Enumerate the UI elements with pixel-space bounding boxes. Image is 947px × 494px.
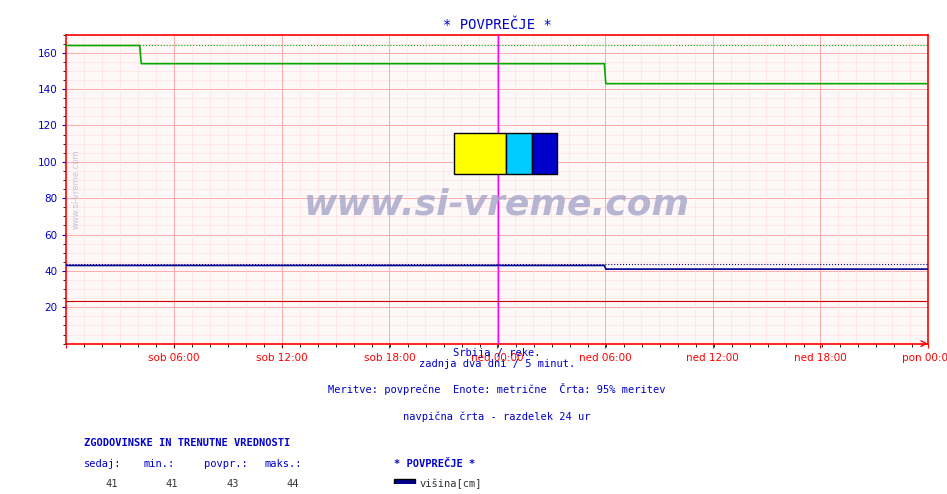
Text: Srbija / reke.
zadnja dva dni / 5 minut.: Srbija / reke. zadnja dva dni / 5 minut. <box>420 348 575 370</box>
Text: www.si-vreme.com: www.si-vreme.com <box>72 149 81 229</box>
Text: povpr.:: povpr.: <box>205 459 248 469</box>
FancyBboxPatch shape <box>455 133 506 174</box>
Text: 41: 41 <box>166 479 178 489</box>
Text: višina[cm]: višina[cm] <box>420 479 482 489</box>
FancyBboxPatch shape <box>531 133 558 174</box>
FancyBboxPatch shape <box>394 479 416 494</box>
Text: 43: 43 <box>226 479 239 489</box>
Text: 41: 41 <box>105 479 118 489</box>
FancyBboxPatch shape <box>506 133 531 174</box>
Text: min.:: min.: <box>144 459 175 469</box>
Text: maks.:: maks.: <box>264 459 302 469</box>
Text: 44: 44 <box>287 479 299 489</box>
Text: navpična črta - razdelek 24 ur: navpična črta - razdelek 24 ur <box>403 411 591 421</box>
Text: Meritve: povprečne  Enote: metrične  Črta: 95% meritev: Meritve: povprečne Enote: metrične Črta:… <box>329 383 666 395</box>
Text: * POVPREČJE *: * POVPREČJE * <box>394 459 475 469</box>
Title: * POVPREČJE *: * POVPREČJE * <box>443 18 551 32</box>
Text: sedaj:: sedaj: <box>83 459 121 469</box>
Text: ZGODOVINSKE IN TRENUTNE VREDNOSTI: ZGODOVINSKE IN TRENUTNE VREDNOSTI <box>83 438 290 448</box>
Text: www.si-vreme.com: www.si-vreme.com <box>304 188 690 222</box>
